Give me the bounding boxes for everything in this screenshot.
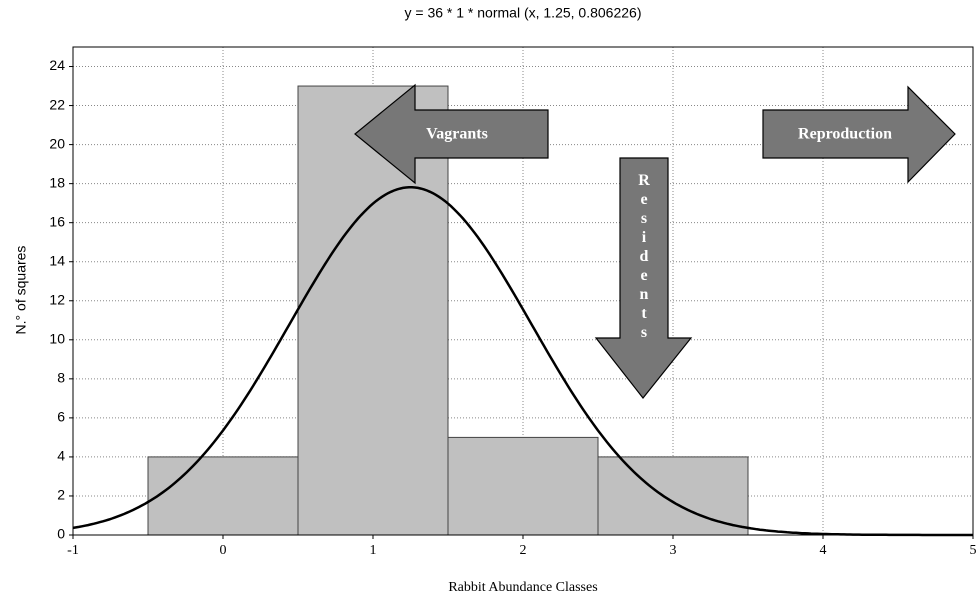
arrow-down bbox=[594, 157, 693, 399]
x-tick-label: 3 bbox=[670, 543, 677, 558]
y-tick-label: 24 bbox=[49, 57, 65, 73]
y-tick-label: 0 bbox=[57, 526, 65, 542]
x-tick-label: 5 bbox=[970, 543, 977, 558]
y-tick-label: 14 bbox=[49, 252, 65, 268]
y-tick-label: 18 bbox=[49, 174, 65, 190]
x-tick-label: 2 bbox=[520, 543, 527, 558]
y-tick-label: 8 bbox=[57, 370, 65, 386]
y-tick-label: 2 bbox=[57, 487, 65, 503]
chart-title: y = 36 * 1 * normal (x, 1.25, 0.806226) bbox=[405, 5, 642, 21]
x-axis-label: Rabbit Abundance Classes bbox=[448, 580, 597, 595]
x-tick-label: 1 bbox=[370, 543, 377, 558]
arrow-left bbox=[354, 83, 549, 185]
arrow-right bbox=[762, 85, 956, 184]
y-tick-label: 16 bbox=[49, 213, 65, 229]
fit-curve bbox=[72, 186, 973, 537]
x-tick-label: 4 bbox=[820, 543, 827, 558]
x-tick-label: 0 bbox=[220, 543, 227, 558]
annotation: Residents bbox=[636, 172, 653, 343]
y-tick-label: 12 bbox=[49, 291, 65, 307]
y-tick-label: 22 bbox=[49, 96, 65, 112]
y-tick-label: 20 bbox=[49, 135, 65, 151]
y-tick-label: 6 bbox=[57, 409, 65, 425]
x-tick-label: -1 bbox=[67, 543, 79, 558]
y-tick-label: 10 bbox=[49, 331, 65, 347]
bar bbox=[447, 436, 599, 536]
annotation: Reproduction bbox=[798, 126, 892, 143]
plot-frame bbox=[72, 46, 974, 536]
annotation: Vagrants bbox=[426, 126, 488, 143]
bar bbox=[147, 456, 299, 536]
y-axis-label: N.° of squares bbox=[13, 246, 29, 335]
y-tick-label: 4 bbox=[57, 448, 65, 464]
